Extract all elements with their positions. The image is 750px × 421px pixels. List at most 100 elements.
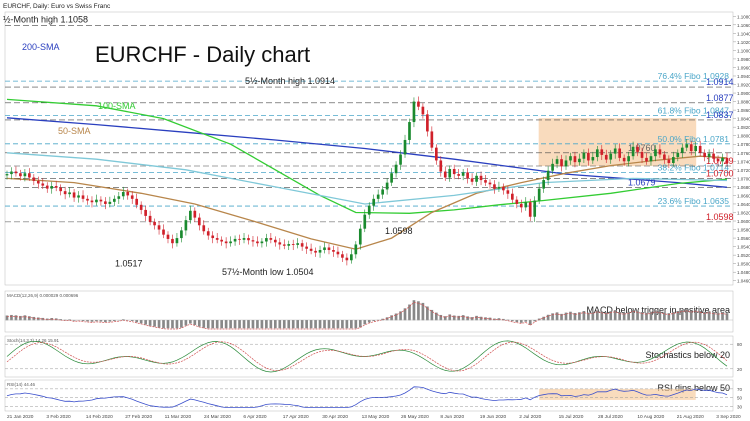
candle-body bbox=[640, 151, 644, 158]
macd-bar bbox=[233, 320, 237, 329]
price-tick-label: 1.0620 bbox=[737, 210, 750, 215]
macd-bar bbox=[300, 320, 304, 329]
candle-body bbox=[622, 157, 626, 162]
rsi-line bbox=[6, 386, 728, 408]
macd-bar bbox=[171, 320, 174, 329]
candle-body bbox=[609, 153, 613, 160]
macd-bar bbox=[640, 312, 644, 321]
price-tick-label: 1.0860 bbox=[737, 108, 750, 113]
candle-body bbox=[135, 198, 139, 205]
macd-bar bbox=[542, 316, 545, 321]
fibo-label: 50.0% Fibo 1.0781 bbox=[658, 134, 730, 144]
candle-body bbox=[434, 147, 438, 161]
macd-bar bbox=[224, 320, 228, 329]
price-tick-label: 1.1000 bbox=[737, 48, 750, 53]
candle-body bbox=[394, 164, 398, 174]
sma100-line bbox=[6, 98, 728, 214]
sma100-label: 100-SMA bbox=[98, 101, 136, 111]
macd-bar bbox=[148, 320, 152, 326]
candle-body bbox=[332, 250, 335, 252]
candle-body bbox=[475, 175, 478, 182]
macd-bar bbox=[595, 310, 599, 321]
macd-bar bbox=[645, 312, 648, 321]
candle-body bbox=[81, 195, 85, 199]
macd-bar bbox=[305, 320, 308, 329]
candle-body bbox=[32, 177, 36, 181]
price-tick-label: 1.0520 bbox=[737, 253, 750, 258]
macd-bar bbox=[256, 320, 259, 329]
macd-bar bbox=[689, 310, 693, 321]
macd-bar bbox=[600, 311, 604, 321]
candle-body bbox=[667, 159, 671, 164]
candle-body bbox=[412, 101, 416, 123]
candle-body bbox=[555, 159, 559, 164]
macd-bar bbox=[242, 320, 246, 329]
candle-body bbox=[721, 157, 724, 162]
candle-body bbox=[376, 194, 380, 199]
candle-body bbox=[408, 122, 411, 140]
candle-body bbox=[166, 234, 170, 239]
candle-body bbox=[86, 198, 89, 201]
macd-bar bbox=[211, 320, 215, 329]
price-tick-label: 1.0600 bbox=[737, 219, 750, 224]
date-tick-label: 15 Jul 2020 bbox=[559, 414, 584, 420]
macd-bar bbox=[448, 314, 452, 321]
level-label: 1.0729 bbox=[706, 156, 734, 166]
macd-bar bbox=[202, 320, 206, 328]
macd-bar bbox=[466, 316, 469, 321]
candle-body bbox=[144, 209, 147, 216]
candle-body bbox=[672, 157, 675, 164]
candle-body bbox=[358, 228, 362, 245]
candle-body bbox=[663, 154, 666, 160]
price-tick-label: 1.1040 bbox=[737, 31, 750, 36]
candle-body bbox=[403, 139, 407, 155]
stoch-level-label: 80 bbox=[737, 342, 743, 347]
rsi-panel: RSI(14) 44.46 RSI dips below 50 70 50 30 bbox=[4, 379, 743, 412]
macd-bar bbox=[323, 320, 326, 329]
candle-body bbox=[215, 238, 219, 240]
level-label: 1.0837 bbox=[706, 110, 734, 120]
candle-body bbox=[202, 225, 206, 232]
candle-body bbox=[426, 114, 429, 132]
candle-body bbox=[90, 200, 94, 203]
stoch-level-label: 20 bbox=[737, 367, 743, 372]
candle-body bbox=[546, 170, 550, 181]
candle-body bbox=[23, 173, 27, 177]
macd-bar bbox=[694, 309, 698, 321]
date-tick-label: 21 Jan 2020 bbox=[7, 414, 34, 420]
macd-bar bbox=[229, 320, 232, 329]
macd-bar bbox=[215, 320, 219, 329]
macd-bar bbox=[135, 320, 139, 323]
macd-bar bbox=[390, 315, 393, 321]
macd-bar bbox=[345, 320, 349, 329]
price-tick-label: 1.0480 bbox=[737, 270, 750, 275]
macd-bar bbox=[443, 316, 447, 321]
candle-body bbox=[238, 238, 241, 240]
candle-body bbox=[189, 210, 192, 221]
candle-body bbox=[318, 250, 322, 253]
sma200-label: 200-SMA bbox=[22, 42, 60, 52]
price-tick-label: 1.0540 bbox=[737, 245, 750, 250]
price-tick-label: 1.0880 bbox=[737, 100, 750, 105]
candle-body bbox=[121, 192, 125, 197]
candle-body bbox=[497, 186, 501, 189]
date-tick-label: 3 Sep 2020 bbox=[716, 414, 741, 420]
candle-body bbox=[519, 203, 523, 208]
macd-bar bbox=[685, 309, 689, 321]
macd-bar bbox=[609, 311, 613, 321]
macd-bar bbox=[238, 320, 241, 329]
candle-body bbox=[256, 241, 259, 244]
macd-bar bbox=[394, 313, 398, 321]
date-tick-label: 21 Aug 2020 bbox=[677, 414, 704, 420]
candle-body bbox=[636, 146, 639, 152]
price-tick-label: 1.0560 bbox=[737, 236, 750, 241]
indicator-note: Stochastics below 20 bbox=[645, 350, 730, 360]
candle-body bbox=[265, 238, 268, 242]
macd-bar bbox=[725, 313, 729, 321]
candle-body bbox=[582, 152, 586, 159]
price-tick-label: 1.0720 bbox=[737, 168, 750, 173]
candle-body bbox=[126, 192, 130, 196]
candle-body bbox=[712, 153, 715, 159]
macd-bar bbox=[367, 320, 371, 323]
macd-bar bbox=[502, 318, 505, 321]
